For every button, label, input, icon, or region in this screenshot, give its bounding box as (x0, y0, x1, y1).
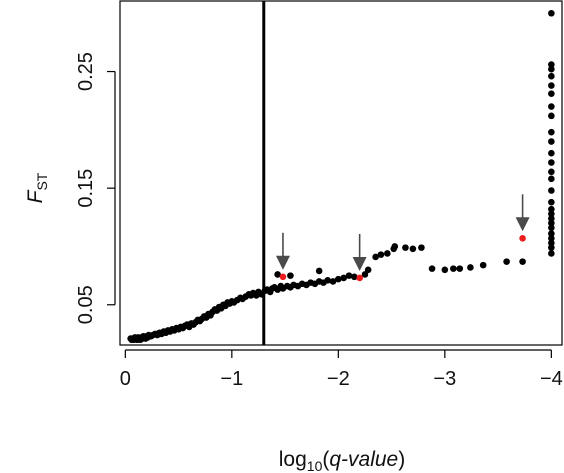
data-point (372, 253, 379, 261)
y-tick-label: 0.25 (75, 52, 97, 91)
data-point (548, 103, 555, 110)
data-point (467, 264, 474, 271)
data-point (548, 224, 555, 232)
data-point (450, 265, 457, 272)
arrows-layer (275, 194, 530, 271)
x-axis-title-subscript: 10 (307, 458, 323, 473)
data-point (548, 72, 555, 80)
arrow-head (352, 256, 367, 271)
arrow-annotation (515, 194, 530, 232)
data-point (503, 258, 510, 265)
data-point (548, 138, 555, 145)
data-point (345, 272, 353, 279)
data-point (548, 61, 555, 68)
data-point (548, 168, 555, 176)
arrow-annotation (275, 232, 290, 270)
data-point (548, 128, 555, 136)
data-point (548, 90, 555, 98)
data-point (548, 250, 555, 257)
data-point (548, 215, 555, 222)
data-point (548, 198, 555, 206)
data-point (351, 273, 358, 281)
highlighted-point (519, 235, 526, 242)
y-axis-title: FST (24, 172, 50, 203)
data-point (548, 149, 555, 157)
arrow-head (275, 255, 290, 270)
x-axis: 0 −1 −2 −3 −4 (120, 349, 563, 390)
arrow-head (515, 217, 530, 232)
y-axis-title-subscript: ST (34, 172, 50, 190)
highlighted-point (279, 273, 287, 281)
x-tick-label: −4 (540, 368, 563, 390)
data-point (548, 210, 555, 218)
data-point (548, 244, 555, 251)
data-point (329, 278, 337, 285)
data-point (548, 9, 555, 17)
data-point (519, 258, 526, 265)
x-tick-label: 0 (120, 368, 131, 390)
x-axis-title: log10(q-value) (279, 448, 406, 473)
data-point (340, 274, 347, 282)
data-point (428, 265, 436, 272)
data-point (335, 275, 342, 283)
data-point (548, 205, 555, 213)
x-tick-label: −3 (433, 368, 456, 390)
x-axis-title-prefix: log (279, 448, 307, 471)
data-point (548, 187, 555, 194)
data-point (274, 271, 281, 278)
data-point (548, 239, 555, 247)
data-point (548, 230, 555, 237)
data-point (548, 112, 555, 120)
plot-frame (119, 0, 563, 346)
data-point (548, 175, 555, 183)
data-point (315, 267, 323, 275)
data-point (384, 250, 391, 257)
x-axis-title-italic: q-value (329, 448, 398, 471)
x-tick-label: −2 (327, 368, 350, 390)
data-point (548, 219, 555, 227)
data-point (364, 266, 372, 274)
arrow-annotation (352, 233, 367, 271)
data-point (390, 245, 398, 253)
y-axis: 0.05 0.15 0.25 (75, 52, 116, 324)
data-point (377, 251, 385, 258)
x-axis-title-close: ) (398, 448, 405, 471)
data-point (548, 235, 555, 242)
highlighted-point (356, 274, 363, 282)
data-point (361, 271, 369, 278)
data-point (548, 82, 555, 89)
y-tick-label: 0.05 (75, 285, 97, 324)
data-point (402, 244, 409, 251)
data-point (418, 244, 425, 251)
y-tick-label: 0.15 (75, 169, 97, 208)
data-point (409, 245, 417, 253)
data-point (441, 266, 449, 274)
data-point (548, 65, 555, 73)
data-point (324, 276, 331, 284)
data-point (548, 159, 555, 166)
y-axis-title-main: F (24, 189, 47, 203)
data-point (456, 265, 464, 272)
x-axis-title-open: ( (322, 448, 329, 471)
x-tick-label: −1 (220, 368, 243, 390)
data-point (287, 272, 294, 279)
points-layer (127, 9, 555, 344)
data-point (479, 261, 487, 269)
